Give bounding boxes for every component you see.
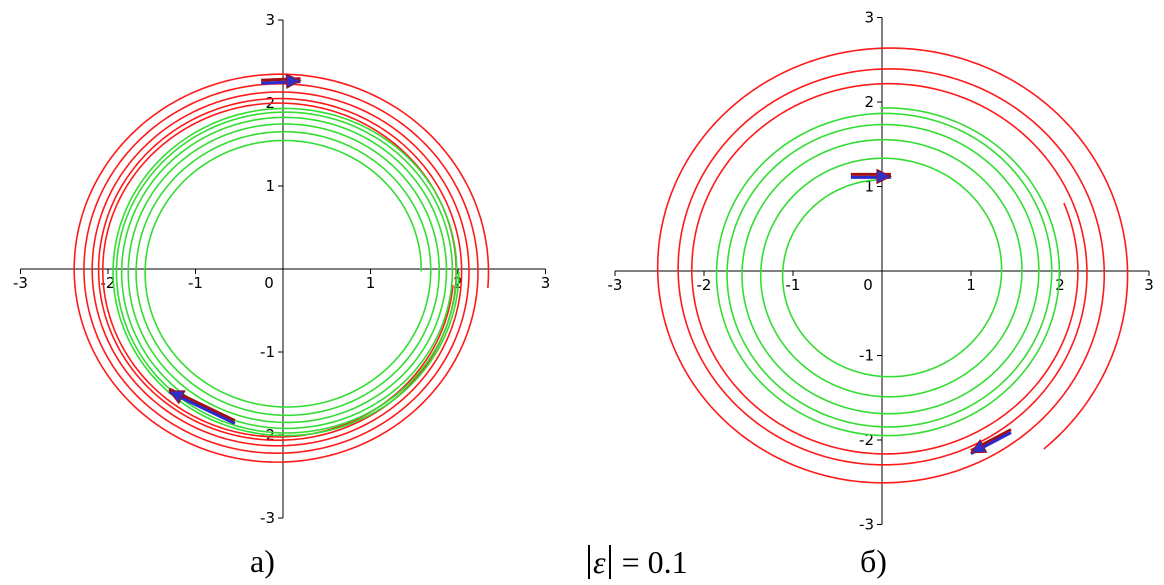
series-1-trajectory xyxy=(715,107,1061,437)
parameter-symbol: ε xyxy=(593,544,606,580)
panel-a-caption: а) xyxy=(250,543,275,579)
series-0-trajectory xyxy=(656,47,1129,484)
x-tick-label: -2 xyxy=(697,276,712,294)
x-tick-label: -1 xyxy=(786,276,801,294)
x-tick-label: 1 xyxy=(366,274,376,292)
y-tick-label: 3 xyxy=(265,11,275,29)
direction-arrow xyxy=(850,168,893,185)
x-tick-label: -3 xyxy=(13,274,28,292)
parameter-label: ε = 0.1 xyxy=(585,545,688,579)
x-tick-label: 2 xyxy=(1055,276,1065,294)
series-0-trajectory xyxy=(73,73,490,463)
y-tick-label: 1 xyxy=(265,177,275,195)
y-tick-label: 1 xyxy=(864,178,874,196)
direction-arrow xyxy=(261,73,302,90)
y-tick-label: 3 xyxy=(864,9,874,27)
series-1-trajectory xyxy=(112,107,460,437)
x-tick-label: 0 xyxy=(264,274,274,292)
x-tick-label: -1 xyxy=(188,274,203,292)
x-tick-label: 0 xyxy=(863,276,873,294)
panel-b-caption: б) xyxy=(860,543,887,579)
x-tick-label: 3 xyxy=(541,274,551,292)
x-tick-label: 3 xyxy=(1144,276,1154,294)
y-tick-label: -1 xyxy=(260,343,275,361)
y-tick-label: -3 xyxy=(260,509,275,527)
abs-bar-right xyxy=(608,545,611,579)
x-tick-label: 1 xyxy=(966,276,976,294)
direction-arrow xyxy=(168,387,236,425)
abs-bar-left xyxy=(588,545,590,579)
direction-arrow xyxy=(970,428,1012,456)
parameter-value: = 0.1 xyxy=(621,544,688,580)
y-tick-label: -3 xyxy=(859,516,874,534)
x-tick-label: -3 xyxy=(608,276,623,294)
y-tick-label: -1 xyxy=(859,347,874,365)
y-tick-label: 2 xyxy=(864,93,874,111)
